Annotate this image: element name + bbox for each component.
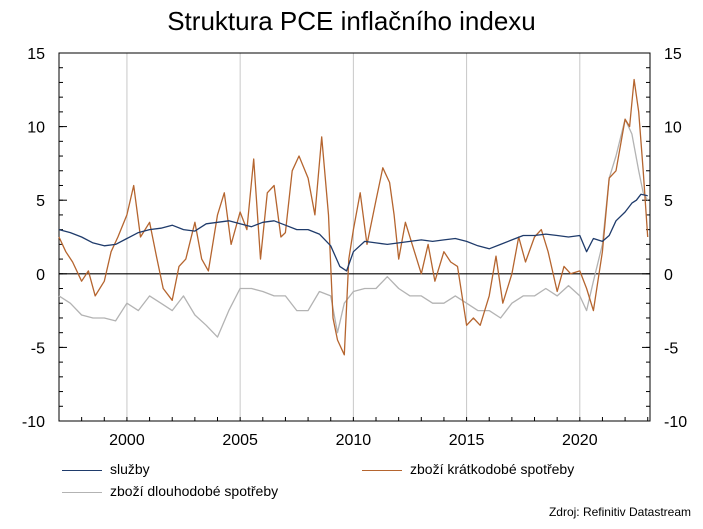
legend-swatch-dlouhodobe [62, 491, 102, 493]
y-tick-label-right: -5 [664, 340, 678, 357]
source-note: Zdroj: Refinitiv Datastream [548, 505, 691, 519]
y-tick-label-left: -10 [22, 414, 45, 431]
y-tick-label-right: 10 [664, 120, 682, 137]
legend-label-kratkodobe: zboží krátkodobé spotřeby [410, 461, 575, 477]
legend-item-sluzby: služby [62, 461, 150, 477]
y-tick-label-right: 0 [664, 267, 673, 284]
x-tick-label: 2005 [222, 432, 258, 449]
y-tick-label-right: -10 [664, 414, 687, 431]
legend-label-sluzby: služby [110, 461, 150, 477]
y-tick-label-right: 15 [664, 46, 682, 63]
legend-item-kratkodobe: zboží krátkodobé spotřeby [362, 461, 574, 477]
chart-title: Struktura PCE inflačního indexu [167, 6, 536, 36]
y-tick-label-left: 15 [27, 46, 45, 63]
y-tick-label-right: 5 [664, 193, 673, 210]
plot-frame [58, 52, 651, 422]
axis-ticks: 2000 2005 2010 2015 2020 -10 -10 -5 -5 0 0 5 5 10 10 15… [22, 46, 687, 449]
series-line-kratkodobe [58, 78, 649, 356]
x-tick-label: 2000 [109, 432, 145, 449]
legend-label-dlouhodobe: zboží dlouhodobé spotřeby [110, 483, 279, 499]
y-tick-label-left: 10 [27, 120, 45, 137]
y-tick-label-left: 5 [36, 193, 45, 210]
series-line-sluzby [58, 193, 648, 272]
x-tick-label: 2010 [336, 432, 372, 449]
x-tick-label: 2015 [449, 432, 485, 449]
legend-item-dlouhodobe: zboží dlouhodobé spotřeby [62, 483, 278, 499]
legend-swatch-sluzby [62, 469, 102, 471]
y-tick-label-left: -5 [31, 340, 45, 357]
x-tick-label: 2020 [562, 432, 598, 449]
y-tick-label-left: 0 [36, 267, 45, 284]
grid-lines [126, 53, 581, 421]
series-group [58, 78, 650, 356]
legend-swatch-kratkodobe [362, 469, 402, 471]
series-line-dlouhodobe [58, 118, 649, 338]
